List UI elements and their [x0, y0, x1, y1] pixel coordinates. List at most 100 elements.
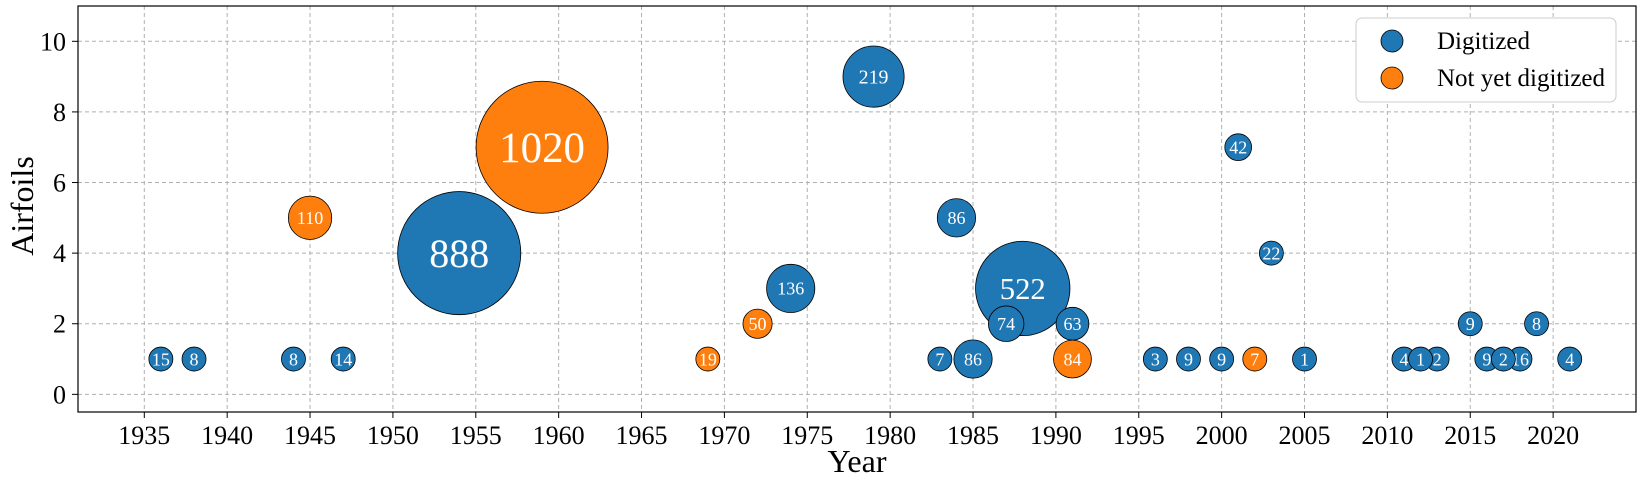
legend-marker-not-yet-digitized — [1380, 66, 1404, 90]
bubble-label: 7 — [1250, 349, 1259, 369]
x-tick-label: 1935 — [118, 421, 170, 450]
bubble-digitized — [148, 346, 174, 372]
x-tick-label: 2010 — [1361, 421, 1413, 450]
bubble-digitized — [842, 45, 905, 108]
bubble-label: 2 — [1433, 349, 1442, 369]
legend-box — [1355, 17, 1617, 103]
bubble-label: 9 — [1184, 349, 1193, 369]
bubble-digitized — [1491, 346, 1516, 372]
bubble-label: 14 — [334, 349, 352, 369]
bubble-label: 9 — [1217, 349, 1226, 369]
bubble-label: 9 — [1466, 314, 1475, 334]
bubble-digitized — [927, 346, 953, 372]
x-tick-label: 1995 — [1113, 421, 1165, 450]
x-tick-label: 1955 — [450, 421, 502, 450]
x-tick-label: 2015 — [1444, 421, 1496, 450]
plot-frame — [77, 5, 1637, 413]
bubble-digitized — [181, 346, 207, 372]
bubble-digitized — [987, 305, 1025, 342]
bubble-digitized — [1408, 346, 1433, 372]
bubble-digitized — [953, 339, 993, 379]
x-tick-label: 1960 — [533, 421, 585, 450]
bubble-label: 522 — [1000, 272, 1046, 306]
bubble-label: 219 — [859, 67, 889, 89]
bubble-digitized — [936, 198, 977, 238]
bubble-label: 42 — [1229, 138, 1247, 158]
bubble-digitized — [766, 263, 816, 313]
bubble-label: 7 — [935, 349, 944, 369]
y-tick-label: 6 — [53, 169, 66, 198]
bubble-digitized — [330, 346, 356, 372]
bubble-label: 74 — [997, 314, 1015, 334]
bubble-label: 16 — [1511, 349, 1529, 369]
bubble-digitized — [1142, 346, 1168, 372]
bubble-label: 8 — [190, 349, 199, 369]
bubble-not-yet-digitized — [475, 80, 609, 214]
bubble-digitized — [1224, 133, 1253, 162]
bubble-label: 86 — [964, 349, 982, 369]
bubble-digitized — [397, 191, 522, 316]
legend-label-digitized: Digitized — [1437, 28, 1531, 55]
legend-marker-digitized — [1380, 29, 1404, 53]
legend-label-not-yet-digitized: Not yet digitized — [1437, 65, 1606, 92]
bubble-digitized — [1176, 346, 1201, 372]
bubble-label: 86 — [947, 208, 965, 228]
x-tick-label: 1975 — [781, 421, 833, 450]
x-tick-label: 1990 — [1030, 421, 1082, 450]
bubble-label: 136 — [777, 279, 804, 299]
x-axis-ticks: 1935 1940 1945 1950 1955 1960 1965 1970 1975 1980… — [118, 412, 1579, 450]
bubble-label: 8 — [1532, 314, 1541, 334]
x-tick-label: 2005 — [1279, 421, 1331, 450]
bubble-label: 1 — [1300, 349, 1309, 369]
bubble-label: 50 — [749, 314, 767, 334]
bubble-label: 84 — [1063, 349, 1081, 369]
x-tick-label: 2020 — [1527, 421, 1579, 450]
y-tick-label: 8 — [53, 98, 66, 127]
y-tick-label: 10 — [40, 27, 66, 56]
bubble-label: 110 — [297, 208, 323, 228]
bubble-not-yet-digitized — [742, 308, 773, 339]
grid-lines — [78, 6, 1636, 412]
bubble-digitized — [1209, 346, 1235, 372]
bubble-label: 4 — [1399, 349, 1408, 369]
bubble-label: 22 — [1262, 243, 1280, 263]
bubble-digitized — [1524, 311, 1549, 337]
bubble-label: 3 — [1151, 349, 1160, 369]
y-tick-label: 2 — [53, 310, 66, 339]
x-tick-label: 1945 — [284, 421, 336, 450]
bubble-label: 1020 — [499, 125, 585, 172]
x-tick-label: 1940 — [201, 421, 253, 450]
bubble-label: 63 — [1063, 314, 1081, 334]
bubble-digitized — [1557, 346, 1583, 372]
x-tick-label: 1985 — [947, 421, 999, 450]
bubble-digitized — [1457, 311, 1483, 337]
bubble-label: 4 — [1565, 349, 1574, 369]
y-tick-label: 0 — [53, 380, 66, 409]
legend: Digitized Not yet digitized — [1355, 17, 1617, 103]
bubble-digitized — [1258, 240, 1284, 266]
bubble-label: 2 — [1499, 349, 1508, 369]
bubble-label: 9 — [1482, 349, 1491, 369]
x-tick-label: 2000 — [1196, 421, 1248, 450]
bubble-label: 15 — [152, 349, 170, 369]
y-axis-ticks: 0 2 4 6 8 10 — [40, 27, 78, 409]
bubble-not-yet-digitized — [287, 195, 333, 240]
x-tick-label: 1970 — [698, 421, 750, 450]
bubble-label: 8 — [289, 349, 298, 369]
x-tick-label: 1965 — [616, 421, 668, 450]
bubble-label: 19 — [699, 349, 717, 369]
bubble-digitized — [1055, 306, 1090, 341]
x-tick-label: 1980 — [864, 421, 916, 450]
bubble-label: 1 — [1416, 349, 1425, 369]
bubble-not-yet-digitized — [695, 346, 721, 372]
bubble-digitized — [281, 346, 306, 372]
x-axis-title: Year — [828, 443, 887, 479]
x-tick-label: 1950 — [367, 421, 419, 450]
bubble-label: 888 — [429, 231, 489, 276]
y-axis-title: Airfoils — [4, 156, 40, 256]
bubble-digitized — [1292, 346, 1317, 372]
y-tick-label: 4 — [53, 239, 66, 268]
bubble-not-yet-digitized — [1242, 346, 1268, 372]
